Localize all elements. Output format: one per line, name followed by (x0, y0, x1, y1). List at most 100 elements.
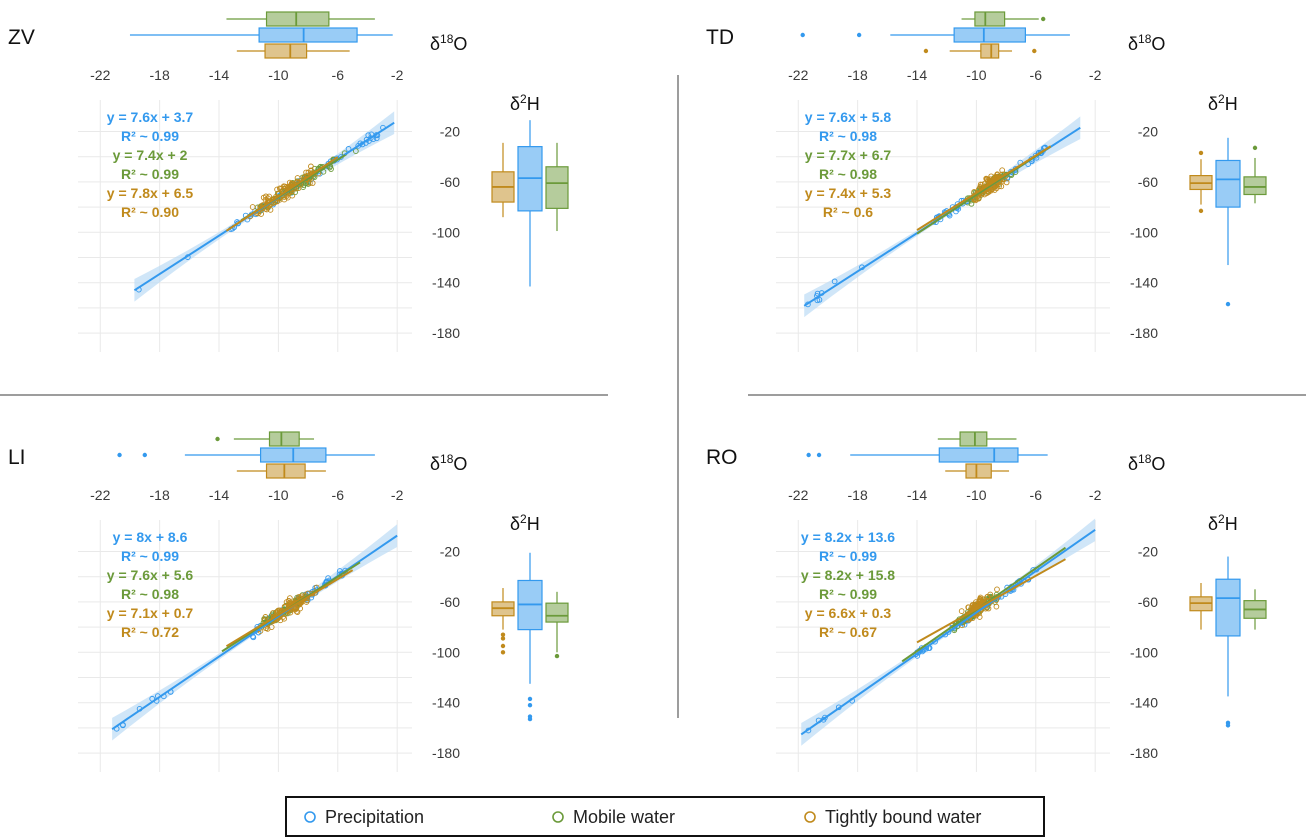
x-tick-label: -14 (209, 67, 229, 83)
legend-marker (552, 811, 564, 823)
outlier (142, 452, 147, 458)
y-axis-title: δ2H (510, 512, 540, 534)
boxplot-o18-precipitation (129, 27, 393, 43)
boxplot-h2-mobile (545, 591, 569, 659)
boxplot-o18-bound (236, 463, 326, 479)
y-axis-title: δ2H (1208, 92, 1238, 114)
x-axis-title-sup: 18 (1138, 452, 1152, 466)
outlier (1198, 208, 1204, 214)
x-axis-title: δ18O (430, 32, 467, 54)
outlier (856, 32, 862, 38)
data-point-bound (275, 607, 282, 614)
data-point-bound (294, 175, 301, 181)
outlier (215, 436, 220, 442)
boxplot-o18-precipitation (806, 447, 1048, 463)
r2-bound: R² ~ 0.67 (819, 624, 877, 640)
boxplot-h2-precipitation (517, 552, 543, 722)
y-tick-label: -180 (1130, 325, 1158, 341)
box (1215, 578, 1241, 637)
equation-precipitation: y = 8x + 8.6 (113, 529, 188, 545)
regression-line-bound (225, 156, 339, 232)
x-tick-label: -2 (391, 487, 404, 503)
equation-mobile: y = 7.6x + 5.6 (107, 567, 194, 583)
data-point-mobile (328, 166, 334, 172)
box (1215, 159, 1241, 208)
x-tick-label: -6 (332, 487, 345, 503)
box (545, 166, 569, 209)
data-point-precipitation (831, 278, 838, 285)
y-axis-title: δ2H (510, 92, 540, 114)
box (959, 431, 988, 447)
regression-line-bound (225, 569, 354, 648)
x-tick-label: -22 (788, 487, 808, 503)
boxplot-h2-bound (1189, 150, 1213, 214)
equation-mobile: y = 8.2x + 15.8 (801, 567, 895, 583)
r2-mobile: R² ~ 0.99 (819, 586, 877, 602)
y-axis-title-delta: δ (1208, 514, 1218, 534)
box (258, 27, 358, 43)
boxplot-h2-mobile (1243, 145, 1267, 204)
outlier (500, 643, 506, 649)
outlier (923, 48, 929, 54)
boxplot-o18-bound (923, 43, 1037, 59)
y-tick-label: -20 (440, 124, 460, 140)
data-point-precipitation (250, 634, 257, 641)
r2-bound: R² ~ 0.6 (823, 204, 873, 220)
y-tick-label: -140 (432, 275, 460, 291)
x-axis-title-suffix: O (453, 454, 467, 474)
box (965, 463, 992, 479)
data-point-bound (993, 185, 1000, 192)
x-tick-label: -10 (966, 67, 986, 83)
r2-mobile: R² ~ 0.99 (121, 166, 179, 182)
x-tick-label: -22 (788, 67, 808, 83)
legend-label: Mobile water (573, 807, 675, 827)
y-axis-title-suffix: H (527, 514, 540, 534)
x-axis-title-sup: 18 (440, 452, 454, 466)
legend-marker (804, 811, 816, 823)
boxplot-h2-precipitation (517, 120, 543, 287)
box (938, 447, 1019, 463)
y-axis-title-suffix: H (527, 94, 540, 114)
y-axis-title-suffix: H (1225, 514, 1238, 534)
data-point-bound (977, 596, 984, 603)
x-axis-title-delta: δ (1128, 454, 1138, 474)
x-tick-label: -6 (1030, 67, 1043, 83)
x-tick-label: -18 (150, 487, 170, 503)
x-tick-label: -18 (848, 487, 868, 503)
boxplot-o18-mobile (226, 11, 375, 27)
data-point-bound (281, 196, 288, 203)
y-tick-label: -60 (1138, 174, 1158, 190)
regression-line-bound (916, 145, 1052, 232)
box (268, 431, 300, 447)
box (953, 27, 1026, 43)
x-axis-title-delta: δ (430, 34, 440, 54)
box (974, 11, 1006, 27)
data-point-precipitation (373, 135, 380, 142)
y-axis-title-sup: 2 (520, 92, 527, 106)
r2-precipitation: R² ~ 0.99 (121, 548, 179, 564)
site-label: TD (706, 26, 734, 49)
data-point-bound (294, 609, 301, 616)
data-point-bound (994, 171, 1001, 178)
data-point-bound (263, 625, 269, 632)
legend-box (285, 796, 1045, 837)
equation-bound: y = 7.1x + 0.7 (107, 605, 194, 621)
legend-label: Tightly bound water (825, 807, 981, 827)
gridlines (78, 100, 412, 352)
y-tick-label: -100 (432, 224, 460, 240)
data-point-bound (993, 603, 1000, 610)
x-axis-title-delta: δ (430, 454, 440, 474)
data-point-bound (249, 204, 256, 210)
y-tick-label: -100 (432, 644, 460, 660)
outlier (1032, 48, 1037, 54)
legend-item: Precipitation (304, 807, 424, 827)
data-point-bound (977, 181, 984, 188)
y-axis-title-delta: δ (510, 514, 520, 534)
outlier (1041, 16, 1046, 22)
x-axis-title-suffix: O (1151, 34, 1165, 54)
data-point-bound (308, 163, 314, 170)
data-point-bound (977, 594, 984, 601)
data-point-bound (988, 176, 994, 183)
site-label: LI (8, 446, 26, 469)
